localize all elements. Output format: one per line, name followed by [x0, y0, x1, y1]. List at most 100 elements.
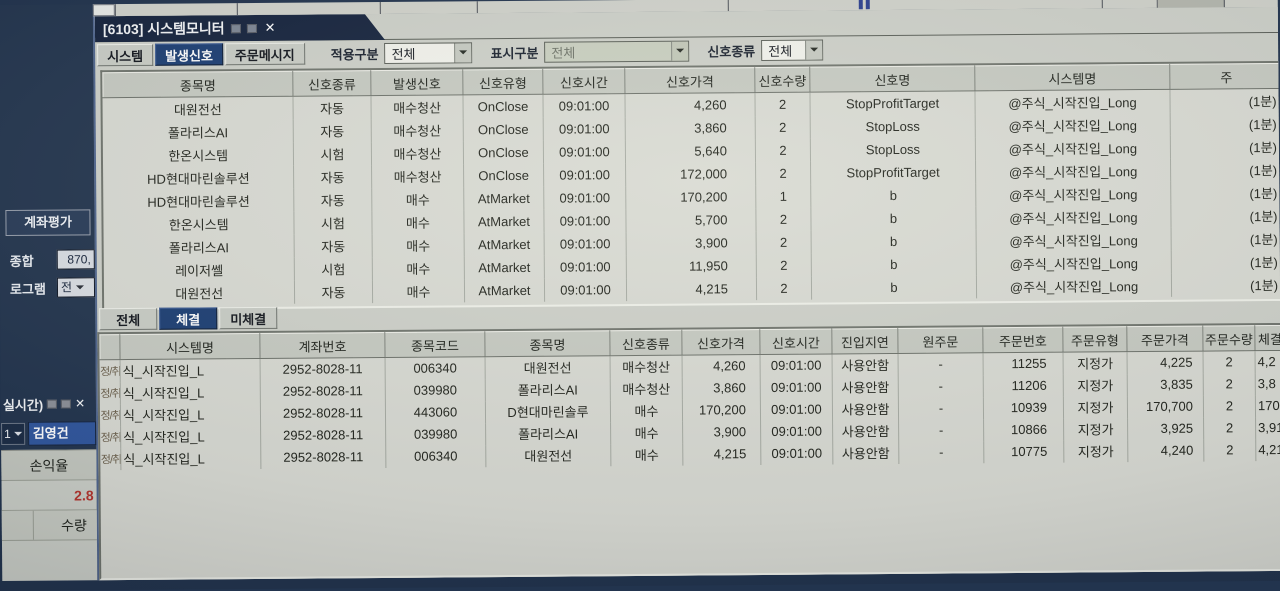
display-filter-label: 표시구분: [490, 42, 538, 61]
filter-bar: 적용구분 전체 표시구분 전체 신호종류 전체: [331, 39, 824, 64]
cell: 매수: [372, 210, 464, 234]
account-select-value: 1: [4, 427, 11, 441]
cell: @주식_시작진입_Long: [976, 250, 1171, 275]
pl-value: 2.8: [1, 480, 96, 511]
tab-filled-orders[interactable]: 체결: [159, 307, 217, 329]
cell: -: [898, 397, 983, 420]
column-header[interactable]: 신호가격: [625, 68, 755, 94]
signal-kind-filter-select[interactable]: 전체: [761, 39, 823, 60]
cell: 한온시스템: [103, 142, 293, 166]
column-header[interactable]: 진입지연: [832, 328, 898, 354]
cell: 3,900: [683, 421, 761, 444]
strip-mark: [866, 0, 870, 9]
window-title-tab[interactable]: [6103] 시스템모니터 ✕: [95, 14, 385, 42]
tab-order-messages[interactable]: 주문메시지: [225, 43, 305, 66]
cell: b: [811, 252, 976, 276]
cell: @주식_시작진입_Long: [975, 89, 1170, 114]
column-header[interactable]: 신호종류: [610, 330, 682, 356]
cell: OnClose: [463, 94, 543, 118]
column-header[interactable]: 신호종류: [293, 71, 371, 97]
cell: 식_시작진입_L: [120, 402, 260, 425]
cell: 11255: [983, 352, 1063, 375]
cell: 2: [1203, 351, 1255, 373]
column-header[interactable]: 계좌번호: [260, 333, 385, 359]
column-header[interactable]: 신호가격: [682, 330, 760, 356]
column-header[interactable]: 주문가격: [1127, 326, 1203, 352]
user-name: 김영건: [28, 421, 96, 446]
column-header[interactable]: 체결: [1255, 325, 1280, 350]
cell: 사용안함: [833, 441, 899, 464]
column-header[interactable]: 종목명: [103, 71, 293, 97]
cell: 2: [1203, 395, 1255, 417]
tab-system[interactable]: 시스템: [97, 44, 153, 66]
column-header[interactable]: 신호시간: [543, 69, 625, 95]
cell: 정/취: [100, 360, 120, 382]
cell: b: [811, 229, 976, 253]
cell: 4,21: [1256, 438, 1280, 460]
cell: 정/취: [100, 404, 120, 426]
chevron-down-icon[interactable]: [454, 43, 471, 62]
cell: 09:01:00: [544, 232, 626, 256]
cell: 2952-8028-11: [261, 446, 386, 469]
column-header[interactable]: 신호명: [810, 66, 975, 92]
cell: 09:01:00: [543, 140, 625, 164]
column-header[interactable]: 종목명: [485, 331, 610, 357]
cell: b: [811, 275, 976, 299]
cell: 매수청산: [371, 141, 463, 165]
account-eval-button[interactable]: 계좌평가: [5, 209, 90, 236]
column-header[interactable]: 시스템명: [120, 333, 260, 359]
column-header[interactable]: 신호수량: [755, 67, 810, 92]
cell: 지정가: [1064, 440, 1128, 463]
cell: 매수: [611, 443, 683, 466]
qty-subcell: [2, 511, 34, 540]
chevron-down-icon[interactable]: [805, 40, 822, 59]
cell: 레이저쎌: [104, 257, 294, 281]
window-chip-icon[interactable]: [61, 399, 71, 408]
cell: (1분): [1171, 249, 1280, 273]
column-header[interactable]: 주문번호: [983, 327, 1063, 353]
account-select[interactable]: 1: [1, 423, 25, 445]
cell: 2: [756, 230, 811, 253]
cell: 3,835: [1127, 373, 1203, 396]
cell: 매수: [372, 187, 464, 211]
apply-filter-select[interactable]: 전체: [384, 42, 472, 64]
cell: 4,260: [625, 93, 755, 117]
tab-notch: [93, 4, 115, 16]
window-title: [6103] 시스템모니터: [103, 18, 225, 39]
cell: 시험: [293, 142, 371, 166]
column-header[interactable]: [100, 335, 120, 360]
strip-segment: [381, 1, 478, 14]
strip-segment: [238, 2, 381, 15]
cell: 자동: [294, 165, 372, 189]
column-header[interactable]: 주문수량: [1203, 326, 1255, 351]
system-monitor-window: [6103] 시스템모니터 ✕ 시스템 발생신호 주문메시지 적용구분 전체 표…: [93, 7, 1280, 580]
tab-all-orders[interactable]: 전체: [99, 308, 157, 330]
tab-open-orders[interactable]: 미체결: [219, 307, 277, 329]
window-chip-icon[interactable]: [47, 399, 57, 408]
column-header[interactable]: 신호시간: [760, 329, 832, 355]
program-select[interactable]: 전: [57, 277, 95, 297]
strip-segment: [116, 3, 238, 16]
pin-icon[interactable]: [231, 24, 241, 33]
column-header[interactable]: 발생신호: [371, 70, 463, 96]
cell: 3,925: [1128, 417, 1204, 440]
cell: 지정가: [1063, 352, 1127, 375]
column-header[interactable]: 종목코드: [385, 332, 485, 358]
cell: 09:01:00: [544, 209, 626, 233]
column-header[interactable]: 주문유형: [1063, 327, 1127, 353]
chevron-down-icon: [76, 285, 84, 293]
close-icon[interactable]: ✕: [75, 396, 85, 410]
cell: 매수청산: [610, 355, 682, 378]
help-icon[interactable]: [247, 24, 257, 33]
column-header[interactable]: 시스템명: [975, 64, 1170, 91]
column-header[interactable]: 원주문: [898, 328, 983, 354]
cell: 매수: [611, 421, 683, 444]
cell: AtMarket: [464, 209, 544, 233]
cell: -: [898, 353, 983, 376]
column-header[interactable]: 주: [1170, 63, 1280, 89]
cell: (1분): [1170, 88, 1280, 112]
tab-signals[interactable]: 발생신호: [155, 43, 223, 66]
close-icon[interactable]: ✕: [265, 20, 276, 36]
column-header[interactable]: 신호유형: [463, 69, 543, 95]
